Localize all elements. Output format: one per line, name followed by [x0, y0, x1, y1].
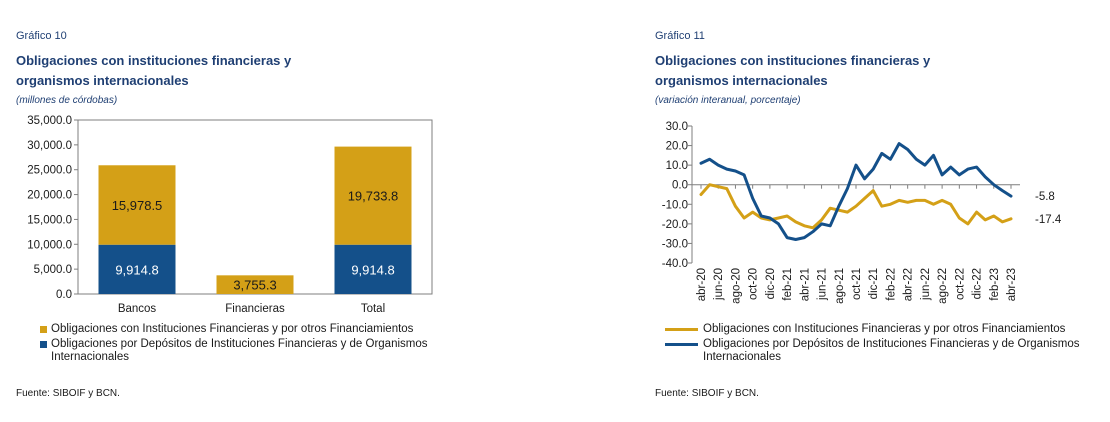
- x-tick-label: abr-22: [903, 268, 915, 301]
- chart-title-line-1: Obligaciones con instituciones financier…: [16, 53, 292, 68]
- legend-line: [665, 343, 698, 346]
- x-tick-label: jun-21: [817, 268, 829, 301]
- series-line: [699, 183, 1013, 230]
- x-category-label: Bancos: [118, 303, 157, 315]
- chart-panel-left: Gráfico 10 Obligaciones con institucione…: [16, 30, 433, 399]
- chart-title: Obligaciones con instituciones financier…: [655, 51, 1035, 91]
- data-label: 15,978.5: [112, 198, 163, 213]
- x-tick-label: feb-21: [782, 268, 794, 301]
- legend-label: Obligaciones por Depósitos de Institucio…: [51, 338, 428, 363]
- x-tick-label: feb-22: [885, 268, 897, 301]
- data-label: 9,914.8: [115, 262, 158, 277]
- chart-title-line-2: organismos internacionales: [16, 73, 189, 88]
- x-tick-label: feb-23: [989, 268, 1001, 301]
- x-tick-label: oct-20: [748, 268, 760, 300]
- y-tick-label: 20,000.0: [27, 190, 72, 202]
- bar-segment: [216, 275, 294, 294]
- y-tick-label: -20.0: [662, 219, 688, 231]
- legend-item: Obligaciones con Instituciones Financier…: [665, 323, 1085, 336]
- legend-swatch: [40, 326, 47, 333]
- x-tick-label: ago-20: [730, 268, 742, 304]
- x-tick-label: dic-21: [868, 268, 880, 299]
- x-tick-label: jun-20: [713, 268, 725, 301]
- y-tick-label: 20.0: [666, 141, 688, 153]
- data-label: 19,733.8: [348, 189, 399, 204]
- y-tick-label: 10,000.0: [27, 239, 72, 251]
- chart-title-line-1: Obligaciones con instituciones financier…: [655, 53, 931, 68]
- chart-panel-right: Gráfico 11 Obligaciones con institucione…: [555, 0, 1110, 422]
- legend-item: Obligaciones por Depósitos de Institucio…: [665, 338, 1085, 364]
- x-tick-label: dic-22: [972, 268, 984, 299]
- y-tick-label: 0.0: [56, 289, 72, 301]
- legend-swatch: [40, 341, 47, 348]
- legend-label: Obligaciones con Instituciones Financier…: [51, 323, 414, 335]
- legend-label: Obligaciones por Depósitos de Institucio…: [703, 338, 1080, 363]
- y-tick-label: -40.0: [662, 258, 688, 270]
- x-tick-label: ago-21: [834, 268, 846, 304]
- series-line: [699, 142, 1013, 241]
- x-tick-label: dic-20: [765, 268, 777, 299]
- y-tick-label: -30.0: [662, 238, 688, 250]
- x-tick-label: abr-20: [696, 268, 708, 301]
- x-tick-label: jun-22: [920, 268, 932, 301]
- chart-subtitle: (variación interanual, porcentaje): [655, 95, 801, 106]
- chart-title-line-2: organismos internacionales: [655, 73, 828, 88]
- x-tick-label: oct-21: [851, 268, 863, 300]
- y-tick-label: 35,000.0: [27, 115, 72, 127]
- x-tick-label: abr-21: [799, 268, 811, 301]
- y-tick-label: 25,000.0: [27, 165, 72, 177]
- bar-segment: [98, 165, 176, 245]
- line-chart: 30.0 20.0 10.0 0.0 -10.0 -20.0 -30.0 -40.0 abr-2…: [662, 121, 1062, 304]
- y-tick-label: -10.0: [662, 199, 688, 211]
- chart-subtitle: (millones de córdobas): [16, 95, 118, 106]
- chart-title: Obligaciones con instituciones financier…: [16, 51, 396, 91]
- chart-number: Gráfico 10: [16, 30, 67, 42]
- bar-segment: [98, 244, 176, 294]
- x-category-label: Total: [361, 303, 385, 315]
- end-value-label: -5.8: [1035, 191, 1055, 203]
- source-note: Fuente: SIBOIF y BCN.: [655, 388, 759, 399]
- source-note: Fuente: SIBOIF y BCN.: [16, 388, 120, 399]
- legend-label: Obligaciones con Instituciones Financier…: [703, 323, 1066, 335]
- end-value-label: -17.4: [1035, 214, 1062, 226]
- y-tick-label: 30,000.0: [27, 140, 72, 152]
- bar-chart: 0.0 5,000.0 10,000.0 15,000.0 20,000.0 25,000…: [27, 115, 433, 315]
- legend-line: [665, 328, 698, 331]
- legend-item: Obligaciones por Depósitos de Institucio…: [40, 338, 430, 364]
- y-tick-label: 5,000.0: [34, 264, 72, 276]
- bar-segment: [334, 244, 412, 294]
- y-tick-label: 15,000.0: [27, 214, 72, 226]
- y-tick-label: 10.0: [666, 160, 688, 172]
- bar-segment: [334, 146, 412, 245]
- legend: Obligaciones con Instituciones Financier…: [665, 323, 1085, 366]
- data-label: 9,914.8: [351, 262, 394, 277]
- y-tick-label: 0.0: [672, 180, 688, 192]
- x-tick-label: abr-23: [1006, 268, 1018, 301]
- legend: Obligaciones con Instituciones Financier…: [40, 323, 430, 366]
- y-tick-label: 30.0: [666, 121, 688, 133]
- x-category-label: Financieras: [225, 303, 285, 315]
- chart-number: Gráfico 11: [655, 30, 705, 42]
- data-label: 3,755.3: [233, 278, 276, 293]
- x-tick-label: ago-22: [937, 268, 949, 304]
- x-tick-label: oct-22: [954, 268, 966, 300]
- legend-item: Obligaciones con Instituciones Financier…: [40, 323, 430, 336]
